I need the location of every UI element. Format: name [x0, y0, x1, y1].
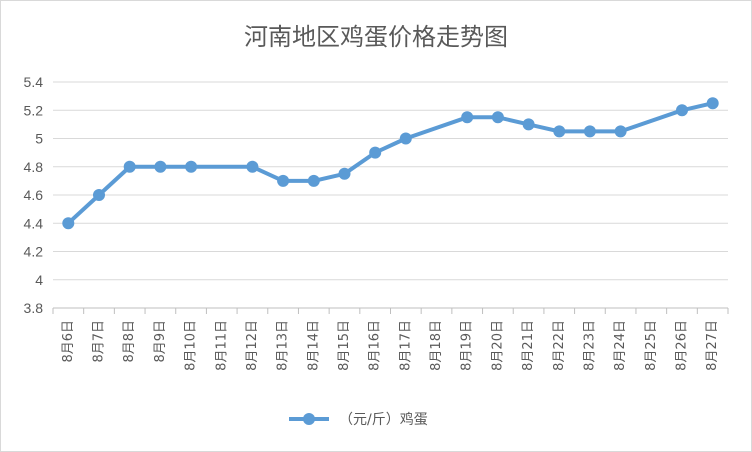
data-point[interactable] [399, 132, 412, 145]
x-tick-label: 8月27日 [705, 320, 720, 371]
y-tick-label: 5.2 [24, 102, 44, 118]
x-tick-label: 8月18日 [429, 320, 444, 371]
x-tick-label: 8月21日 [521, 320, 536, 371]
data-point[interactable] [307, 174, 320, 187]
x-tick-label: 8月9日 [153, 320, 168, 363]
legend-marker-swatch [303, 413, 315, 425]
data-point[interactable] [369, 146, 382, 159]
x-axis-ticks: 8月6日 8月7日 8月8日 8月9日 8月10日 8月11日 8月12日 8月13日 8月14… [52, 308, 729, 371]
x-tick-label: 8月20日 [490, 320, 505, 371]
data-point[interactable] [154, 160, 167, 173]
x-tick-label: 8月23日 [582, 320, 597, 371]
data-point[interactable] [461, 111, 474, 124]
data-point[interactable] [522, 118, 535, 131]
legend[interactable]: （元/斤）鸡蛋 [289, 411, 428, 428]
y-axis-ticks: 3.8 4 4.2 4.4 4.6 4.8 5 5.2 5.4 [24, 74, 44, 316]
x-tick-label: 8月17日 [398, 320, 413, 371]
x-tick-label: 8月7日 [92, 320, 107, 363]
x-tick-label: 8月26日 [674, 320, 689, 371]
x-tick-label: 8月19日 [460, 320, 475, 371]
x-tick-label: 8月13日 [276, 320, 291, 371]
x-tick-label: 8月11日 [214, 320, 229, 371]
x-tick-label: 8月25日 [644, 320, 659, 371]
y-tick-label: 4.6 [24, 187, 44, 203]
y-tick-label: 5.4 [24, 74, 44, 90]
x-tick-label: 8月16日 [368, 320, 383, 371]
data-point[interactable] [277, 174, 290, 187]
data-point[interactable] [185, 160, 198, 173]
chart-title: 河南地区鸡蛋价格走势图 [244, 23, 508, 51]
x-tick-label: 8月12日 [245, 320, 260, 371]
series-layer [62, 97, 719, 230]
gridlines [53, 81, 728, 309]
y-tick-label: 3.8 [24, 300, 44, 316]
data-point[interactable] [614, 125, 627, 138]
data-point[interactable] [676, 104, 688, 117]
data-point[interactable] [62, 217, 75, 230]
y-tick-label: 4.8 [24, 159, 44, 175]
data-point[interactable] [583, 125, 596, 138]
data-point[interactable] [338, 167, 351, 180]
x-tick-label: 8月22日 [552, 320, 567, 371]
x-tick-label: 8月14日 [306, 320, 321, 371]
x-tick-label: 8月24日 [613, 320, 628, 371]
y-tick-label: 4.4 [24, 215, 44, 231]
data-point[interactable] [706, 97, 719, 110]
x-tick-label: 8月10日 [184, 320, 199, 371]
x-tick-label: 8月15日 [337, 320, 352, 371]
data-point[interactable] [491, 111, 504, 124]
x-tick-label: 8月6日 [61, 320, 76, 363]
data-point[interactable] [246, 160, 259, 173]
y-tick-label: 4 [35, 272, 43, 288]
y-tick-label: 5 [35, 131, 43, 147]
data-point[interactable] [553, 125, 566, 138]
x-tick-label: 8月8日 [122, 320, 137, 363]
data-point[interactable] [123, 160, 136, 173]
legend-label: （元/斤）鸡蛋 [339, 411, 428, 428]
data-point[interactable] [93, 189, 105, 201]
y-tick-label: 4.2 [24, 244, 44, 260]
